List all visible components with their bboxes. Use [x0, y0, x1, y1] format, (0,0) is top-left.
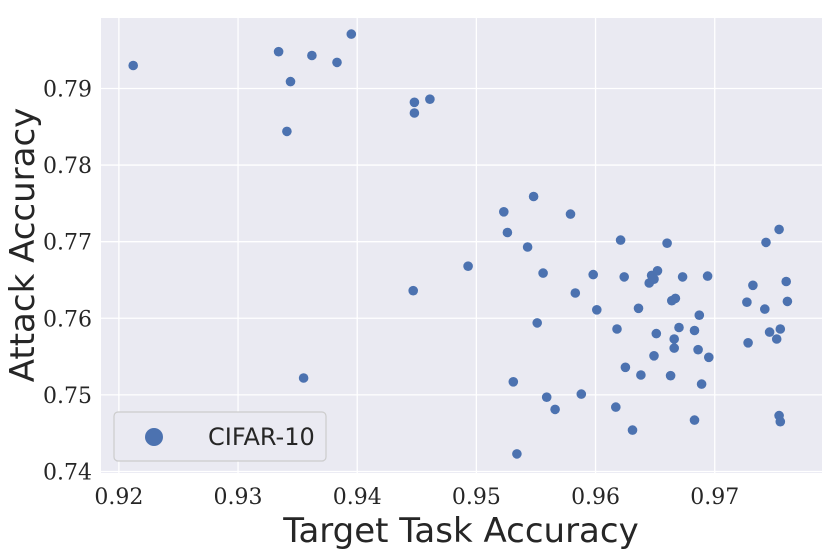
y-tick-label: 0.77	[43, 231, 92, 256]
scatter-point	[532, 318, 542, 328]
x-tick-label: 0.95	[452, 485, 501, 510]
scatter-point	[502, 227, 513, 238]
scatter-point	[550, 404, 560, 415]
scatter-point	[512, 449, 522, 459]
scatter-point	[541, 392, 552, 403]
scatter-point	[669, 343, 679, 353]
plot-area	[101, 18, 822, 473]
scatter-point	[633, 303, 644, 314]
x-tick-labels: 0.92 0.93 0.94 0.95 0.96 0.97	[94, 485, 739, 510]
legend-label: CIFAR-10	[208, 423, 315, 451]
scatter-point	[522, 242, 533, 252]
scatter-point	[282, 126, 292, 137]
scatter-point	[693, 344, 703, 355]
scatter-point	[528, 191, 539, 202]
scatter-point	[627, 425, 638, 435]
scatter-point	[665, 370, 676, 381]
scatter-point	[273, 46, 284, 57]
scatter-point	[409, 108, 420, 118]
scatter-point	[615, 235, 626, 245]
scatter-point	[636, 370, 646, 380]
scatter-point	[508, 377, 519, 387]
scatter-point	[764, 327, 775, 337]
scatter-point	[619, 272, 629, 282]
scatter-point	[128, 60, 138, 71]
scatter-point	[775, 416, 786, 427]
scatter-point	[704, 352, 714, 363]
scatter-point	[662, 238, 672, 248]
scatter-point	[782, 296, 793, 307]
scatter-point	[538, 268, 548, 278]
scatter-point	[346, 29, 357, 39]
scatter-point	[463, 261, 473, 272]
scatter-point	[612, 324, 622, 334]
scatter-point	[298, 373, 309, 383]
scatter-point	[425, 94, 435, 104]
scatter-point	[775, 324, 786, 334]
scatter-point	[570, 288, 581, 298]
legend-marker	[145, 428, 163, 446]
scatter-point	[771, 334, 782, 344]
y-tick-label: 0.74	[43, 460, 92, 485]
scatter-point	[649, 351, 659, 361]
scatter-point	[774, 224, 784, 235]
scatter-point	[620, 362, 631, 373]
scatter-point	[588, 269, 598, 280]
legend: CIFAR-10	[113, 411, 327, 462]
scatter-point	[499, 207, 509, 217]
scatter-point	[652, 266, 663, 276]
scatter-point	[743, 338, 753, 348]
y-tick-label: 0.76	[43, 307, 92, 332]
scatter-point	[576, 389, 587, 399]
scatter-point	[702, 271, 713, 281]
scatter-point	[781, 276, 791, 287]
scatter-point	[748, 280, 758, 291]
scatter-point	[409, 97, 420, 108]
data-points	[128, 29, 793, 459]
scatter-point	[742, 297, 752, 308]
scatter-point	[307, 50, 317, 61]
x-tick-label: 0.97	[690, 485, 739, 510]
y-tick-label: 0.75	[43, 384, 92, 409]
x-axis-title: Target Task Accuracy	[282, 511, 638, 551]
y-tick-label: 0.78	[43, 154, 92, 179]
scatter-point	[677, 272, 688, 282]
x-tick-label: 0.93	[214, 485, 263, 510]
y-tick-label: 0.79	[43, 77, 92, 102]
scatter-point	[592, 305, 602, 315]
x-tick-label: 0.94	[333, 485, 382, 510]
scatter-point	[565, 209, 576, 219]
scatter-point	[689, 415, 700, 425]
scatter-point	[760, 304, 770, 314]
y-axis-title: Attack Accuracy	[3, 108, 43, 383]
scatter-point	[408, 285, 419, 296]
scatter-point	[669, 334, 679, 344]
scatter-point	[649, 274, 659, 285]
x-tick-label: 0.96	[571, 485, 620, 510]
scatter-point	[696, 379, 707, 389]
scatter-point	[694, 310, 705, 321]
scatter-point	[332, 57, 342, 68]
x-tick-label: 0.92	[94, 485, 143, 510]
scatter-point	[670, 293, 681, 304]
scatter-point	[761, 237, 771, 248]
scatter-point	[611, 402, 621, 412]
scatter-point	[285, 76, 296, 87]
grid-lines-x	[118, 18, 716, 473]
legend-box	[113, 411, 327, 462]
scatter-point	[689, 325, 700, 336]
scatter-point	[674, 322, 684, 333]
scatter-point	[651, 328, 662, 339]
y-tick-labels: 0.74 0.75 0.76 0.77 0.78 0.79	[43, 77, 92, 485]
